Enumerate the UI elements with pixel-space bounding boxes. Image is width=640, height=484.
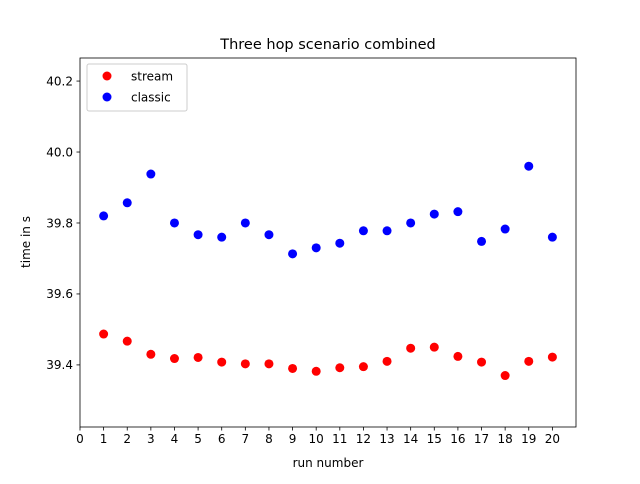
x-tick-label: 12 (356, 432, 371, 446)
classic-point (382, 226, 392, 236)
y-tick-label: 39.4 (46, 358, 73, 372)
y-tick-label: 39.6 (46, 287, 73, 301)
x-tick-label: 8 (265, 432, 273, 446)
x-tick-label: 0 (76, 432, 84, 446)
legend-marker-stream (102, 71, 112, 81)
x-axis-ticks: 0 1 2 3 4 5 6 7 8 9 10 11 12 13 14 15 16 17 18 19 20 (76, 427, 560, 446)
x-tick-label: 15 (427, 432, 442, 446)
classic-point (406, 218, 416, 228)
x-tick-label: 10 (309, 432, 324, 446)
stream-point (547, 352, 557, 362)
legend-label-stream: stream (131, 70, 173, 84)
classic-point (169, 218, 179, 228)
legend-marker-classic (102, 92, 112, 102)
stream-point (335, 363, 345, 373)
y-tick-label: 40.2 (46, 74, 73, 88)
stream-point (169, 354, 179, 364)
classic-point (217, 232, 227, 242)
classic-point (240, 218, 250, 228)
classic-point (193, 230, 203, 240)
stream-point (358, 362, 368, 372)
y-axis-ticks: 39.4 39.6 39.8 40.0 40.2 (46, 74, 80, 372)
classic-point (146, 169, 156, 179)
stream-point (382, 356, 392, 366)
x-tick-label: 5 (194, 432, 202, 446)
classic-point (311, 243, 321, 253)
classic-point (429, 209, 439, 219)
x-tick-label: 18 (498, 432, 513, 446)
stream-point (122, 336, 132, 346)
chart-title: Three hop scenario combined (219, 37, 436, 53)
x-tick-label: 11 (332, 432, 347, 446)
x-tick-label: 2 (123, 432, 131, 446)
x-tick-label: 19 (521, 432, 536, 446)
classic-point (547, 232, 557, 242)
legend-label-classic: classic (131, 91, 171, 105)
plot-area (80, 58, 576, 427)
classic-point (99, 211, 109, 221)
x-tick-label: 13 (379, 432, 394, 446)
classic-point (524, 161, 534, 171)
x-tick-label: 9 (289, 432, 297, 446)
stream-point (500, 371, 510, 381)
x-tick-label: 1 (100, 432, 108, 446)
legend: stream classic (86, 63, 188, 112)
plot-frame (79, 57, 577, 428)
x-tick-label: 16 (450, 432, 465, 446)
classic-point (264, 230, 274, 240)
classic-point (335, 238, 345, 248)
data-points (99, 161, 557, 381)
stream-point (146, 349, 156, 359)
x-tick-label: 6 (218, 432, 226, 446)
stream-point (288, 363, 298, 373)
stream-point (406, 343, 416, 353)
stream-point (429, 342, 439, 352)
classic-point (122, 198, 132, 208)
x-axis-label: run number (293, 456, 364, 470)
classic-point (477, 236, 487, 246)
stream-point (240, 359, 250, 369)
classic-point (453, 207, 463, 217)
classic-point (358, 226, 368, 236)
x-tick-label: 4 (171, 432, 179, 446)
y-axis-label: time in s (19, 216, 33, 268)
y-tick-label: 39.8 (46, 216, 73, 230)
stream-point (193, 352, 203, 362)
stream-point (217, 357, 227, 367)
y-tick-label: 40.0 (46, 145, 73, 159)
stream-point (264, 359, 274, 369)
x-tick-label: 3 (147, 432, 155, 446)
stream-point (311, 366, 321, 376)
x-tick-label: 17 (474, 432, 489, 446)
classic-point (500, 224, 510, 234)
x-tick-label: 14 (403, 432, 418, 446)
legend-box (86, 63, 188, 112)
classic-point (288, 249, 298, 259)
stream-point (453, 351, 463, 361)
stream-point (99, 329, 109, 339)
stream-point (524, 356, 534, 366)
stream-point (477, 357, 487, 367)
x-tick-label: 20 (545, 432, 560, 446)
x-tick-label: 7 (242, 432, 250, 446)
